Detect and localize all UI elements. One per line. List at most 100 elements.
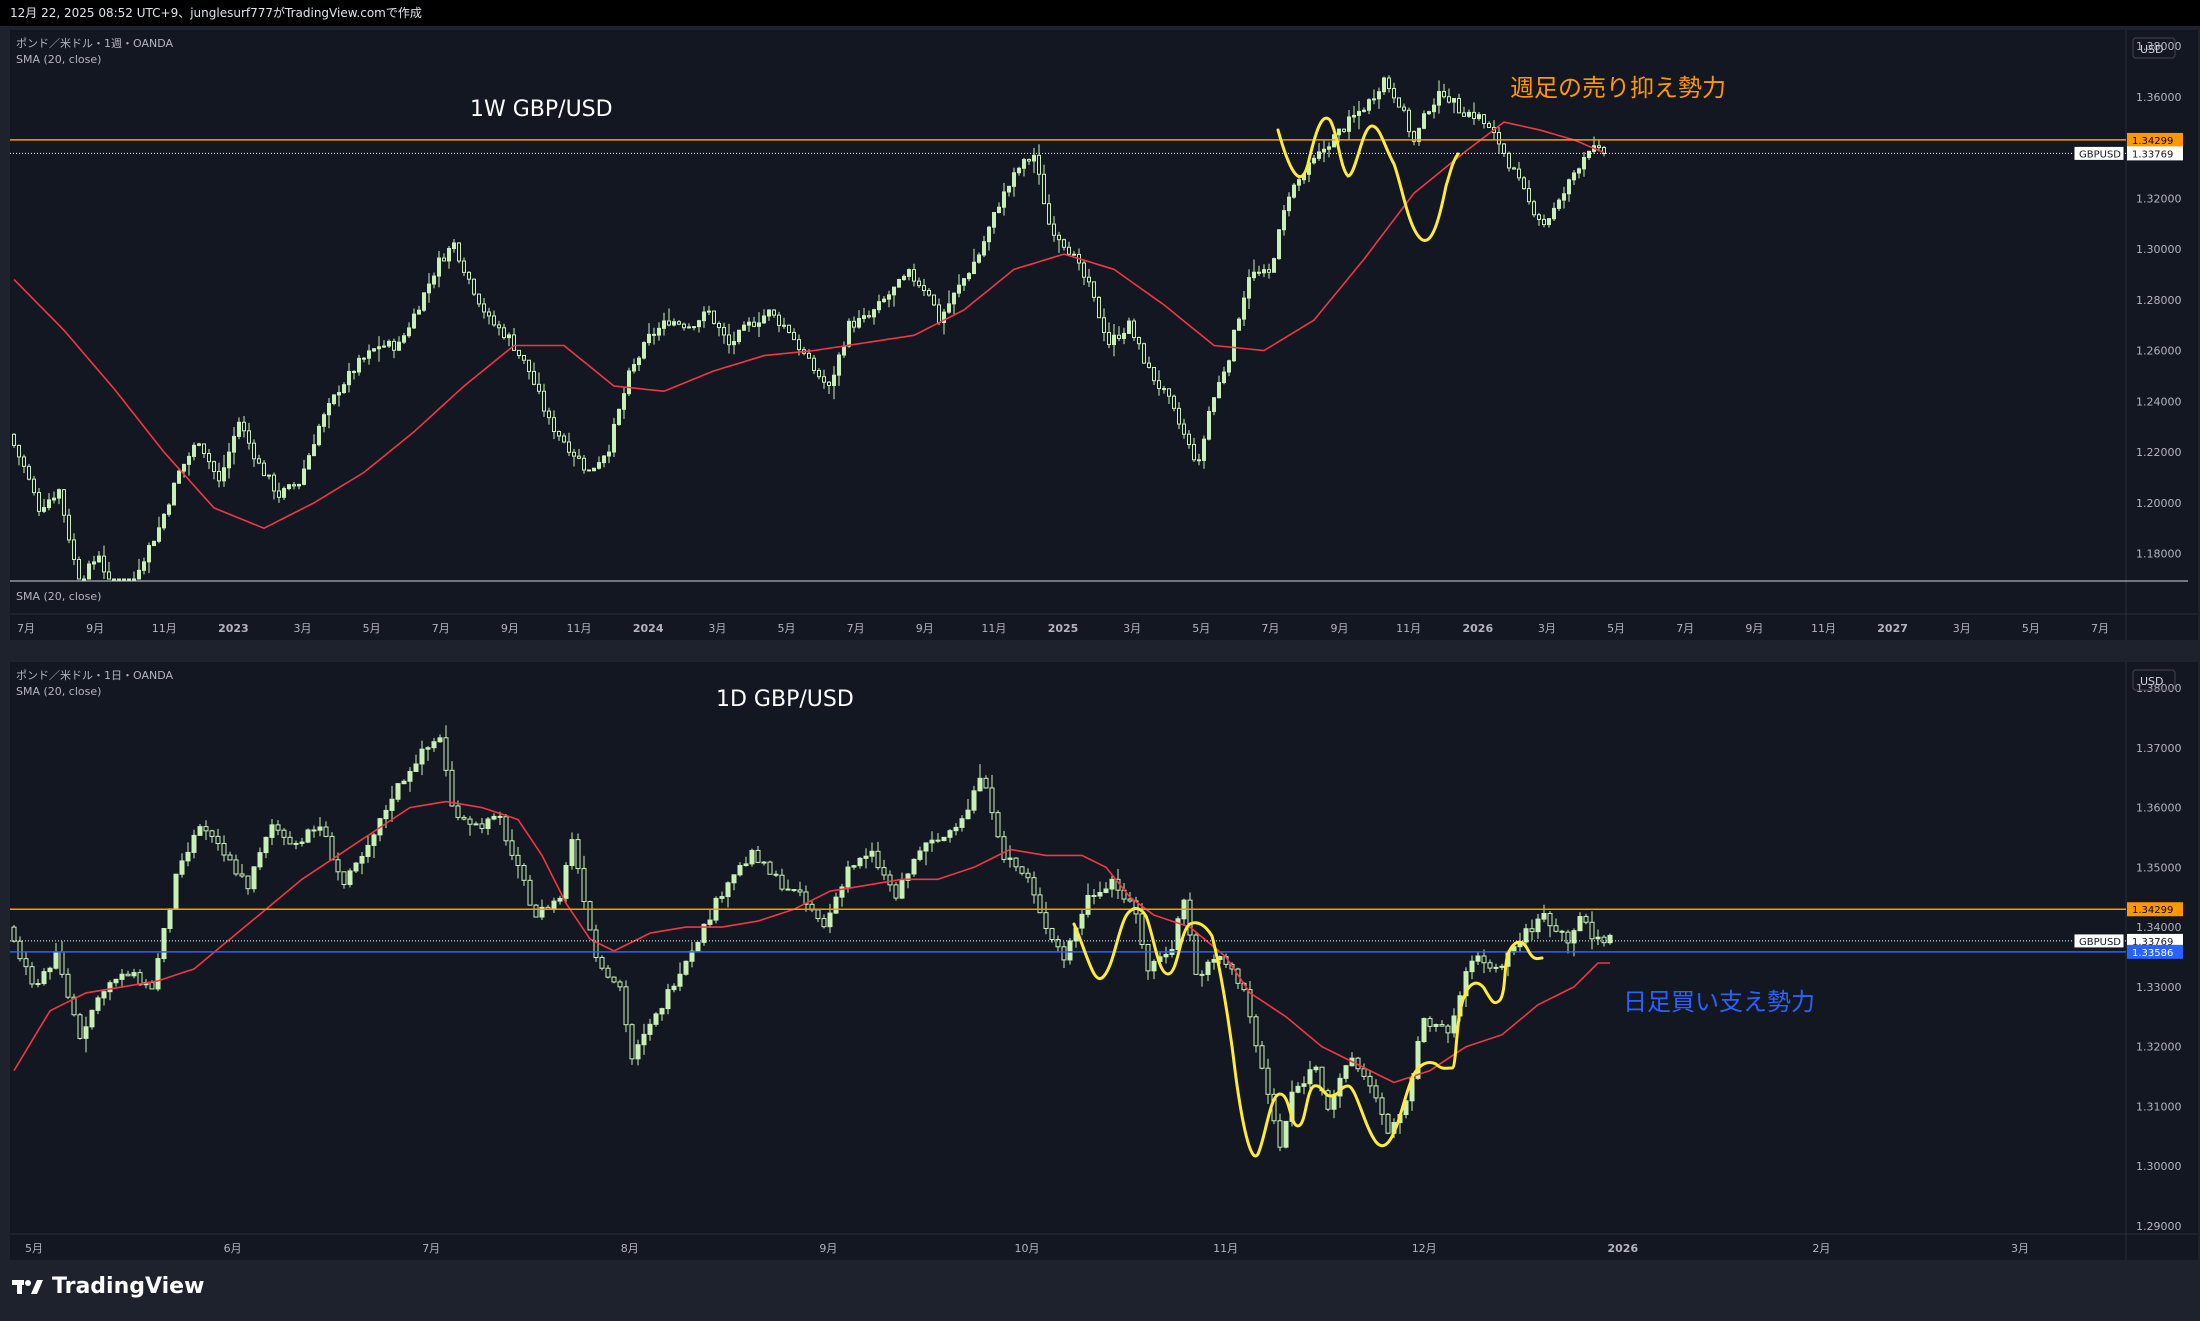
- candle-body: [132, 578, 136, 581]
- candle-body: [1361, 1068, 1367, 1077]
- candle-body: [1312, 157, 1316, 164]
- candle-body: [1265, 1067, 1271, 1095]
- candle-body: [1109, 878, 1115, 890]
- candle-body: [907, 269, 911, 277]
- candle-body: [425, 747, 431, 750]
- price-tick-label: 1.28000: [2136, 294, 2182, 307]
- candle-body: [1177, 407, 1181, 425]
- price-tag: [2127, 902, 2183, 917]
- candle-body: [509, 840, 515, 856]
- candle-body: [1487, 123, 1491, 128]
- candle-body: [1342, 128, 1346, 132]
- candle-body: [667, 320, 671, 326]
- candle-body: [905, 873, 911, 881]
- candle-body: [1442, 91, 1446, 98]
- time-tick-label: 2025: [1048, 622, 1079, 635]
- candle-body: [77, 1014, 83, 1039]
- candle-body: [207, 453, 211, 463]
- candle-body: [892, 286, 896, 296]
- candle-body: [1547, 912, 1553, 927]
- candle-body: [749, 849, 755, 865]
- candle-body: [785, 888, 791, 891]
- price-tag: [2127, 933, 2183, 948]
- candle-body: [887, 874, 893, 886]
- candle-body: [845, 866, 851, 888]
- candle-body: [1537, 214, 1541, 220]
- candle-body: [1572, 172, 1576, 181]
- candle-body: [893, 884, 899, 899]
- price-tag-label: 1.33769: [2132, 149, 2173, 160]
- time-tick-label: 7月: [1676, 622, 1694, 635]
- candle-body: [157, 527, 161, 542]
- candle-body: [1497, 132, 1501, 145]
- candle-body: [817, 369, 821, 378]
- time-tick-label: 5月: [2022, 622, 2040, 635]
- candle-body: [912, 269, 916, 282]
- candle-body: [581, 868, 587, 903]
- attribution-text: 12月 22, 2025 08:52 UTC+9、junglesurf777がT…: [10, 6, 422, 20]
- candle-body: [542, 390, 546, 412]
- candle-body: [1079, 913, 1085, 929]
- candle-body: [227, 854, 233, 861]
- candle-body: [572, 451, 576, 457]
- candle-body: [1472, 111, 1476, 119]
- candle-body: [937, 304, 941, 324]
- tradingview-logo[interactable]: TradingView: [12, 1274, 204, 1299]
- candle-body: [389, 798, 395, 811]
- candle-body: [417, 309, 421, 315]
- candle-body: [923, 842, 929, 852]
- candle-body: [1127, 320, 1131, 334]
- candle-body: [1127, 898, 1133, 902]
- candle-body: [362, 357, 366, 360]
- symbol-label: ポンド／米ドル・1日・OANDA: [16, 669, 173, 682]
- candle-body: [857, 317, 861, 328]
- price-tag-label: 1.34299: [2132, 905, 2173, 916]
- candle-body: [1217, 382, 1221, 399]
- candle-body: [12, 433, 16, 446]
- candle-body: [502, 327, 506, 339]
- candle-body: [791, 889, 797, 892]
- price-tick-label: 1.29000: [2136, 1220, 2182, 1233]
- candle-body: [32, 478, 36, 494]
- candle-body: [1379, 1097, 1385, 1115]
- candle-body: [287, 836, 293, 845]
- price-tick-label: 1.24000: [2136, 395, 2182, 408]
- candle-body: [341, 871, 347, 885]
- candle-body: [203, 826, 209, 832]
- candle-body: [1422, 113, 1426, 129]
- chart-note: 週足の売り抑え勢力: [1510, 74, 1726, 102]
- candle-body: [1562, 193, 1566, 201]
- candle-body: [1437, 91, 1441, 106]
- price-tick-label: 1.30000: [2136, 243, 2182, 256]
- candle-body: [623, 986, 629, 1026]
- candle-body: [1043, 912, 1049, 929]
- candle-body: [209, 830, 215, 837]
- candle-body: [482, 303, 486, 313]
- price-tick-label: 1.35000: [2136, 861, 2182, 874]
- candle-body: [671, 985, 677, 991]
- candle-body: [627, 370, 631, 395]
- candle-body: [929, 839, 935, 844]
- candle-body: [1137, 336, 1141, 345]
- candle-body: [567, 441, 571, 453]
- candle-body: [847, 320, 851, 347]
- candle-body: [662, 320, 666, 329]
- candle-body: [1163, 953, 1169, 958]
- candle-body: [347, 870, 353, 885]
- candle-body: [1247, 277, 1251, 299]
- chart-canvas[interactable]: 1.38000 1.36000 1.34000 1.32000 1.30000 1.280…: [0, 26, 2200, 1261]
- candle-body: [551, 900, 557, 910]
- candle-body: [1502, 143, 1506, 154]
- candle-body: [657, 327, 661, 336]
- candle-body: [1067, 246, 1071, 255]
- candle-body: [1541, 912, 1547, 920]
- candle-body: [642, 342, 646, 359]
- candle-body: [557, 897, 563, 902]
- candle-body: [1313, 1066, 1319, 1071]
- candle-body: [1257, 271, 1261, 274]
- candle-body: [162, 513, 166, 529]
- candle-body: [119, 973, 125, 980]
- candle-body: [972, 261, 976, 275]
- candle-body: [1001, 836, 1007, 860]
- candle-body: [1242, 297, 1246, 320]
